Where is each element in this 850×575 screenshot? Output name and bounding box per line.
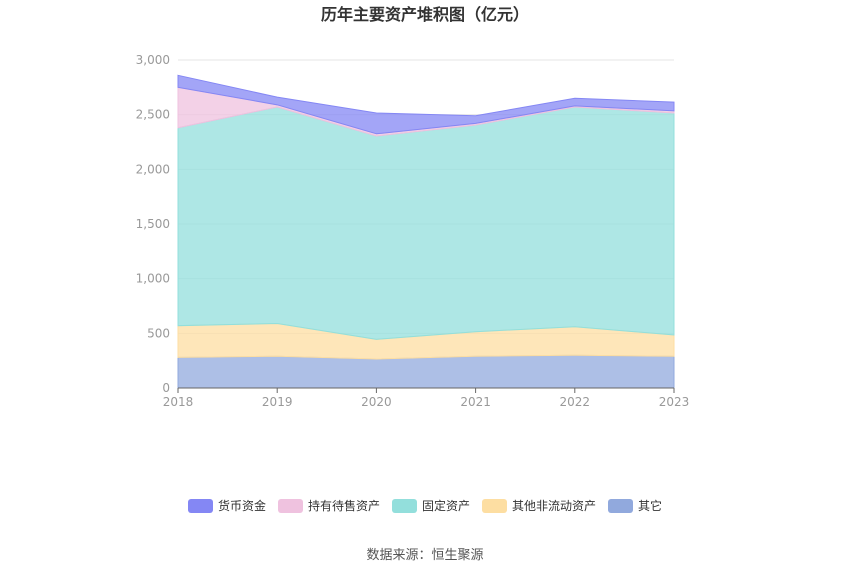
y-tick-label: 1,500 bbox=[136, 217, 170, 231]
legend-swatch bbox=[608, 499, 633, 513]
area-series bbox=[177, 74, 675, 389]
axes: 0 500 1,000 1,500 2,000 2,500 3,000 2018 2019 202… bbox=[136, 53, 690, 409]
y-tick-label: 2,500 bbox=[136, 108, 170, 122]
chart-title: 历年主要资产堆积图（亿元） bbox=[321, 5, 529, 24]
area-series-其它 bbox=[177, 354, 675, 389]
legend-swatch bbox=[482, 499, 507, 513]
x-tick-label: 2018 bbox=[163, 395, 194, 409]
y-tick-label: 2,000 bbox=[136, 162, 170, 176]
legend-label: 货币资金 bbox=[218, 498, 266, 513]
legend-label: 持有待售资产 bbox=[308, 498, 380, 513]
legend-swatch bbox=[392, 499, 417, 513]
data-source-label: 数据来源：恒生聚源 bbox=[366, 548, 483, 563]
x-tick-label: 2021 bbox=[460, 395, 491, 409]
legend-swatch bbox=[278, 499, 303, 513]
legend-swatch bbox=[188, 499, 213, 513]
x-tick-label: 2022 bbox=[560, 395, 591, 409]
y-tick-label: 0 bbox=[162, 381, 170, 395]
legend-label: 固定资产 bbox=[422, 498, 470, 513]
legend-label: 其他非流动资产 bbox=[512, 499, 596, 513]
area-series-货币资金 bbox=[177, 74, 675, 135]
x-tick-label: 2019 bbox=[262, 395, 293, 409]
x-tick-label: 2023 bbox=[659, 395, 690, 409]
y-tick-label: 3,000 bbox=[136, 53, 170, 67]
legend-label: 其它 bbox=[638, 498, 662, 513]
y-tick-label: 1,000 bbox=[136, 272, 170, 286]
legend: 货币资金 持有待售资产 固定资产 其他非流动资产 其它 bbox=[188, 498, 662, 513]
y-tick-label: 500 bbox=[147, 326, 170, 340]
area-series-固定资产 bbox=[177, 106, 675, 340]
x-tick-label: 2020 bbox=[361, 395, 392, 409]
